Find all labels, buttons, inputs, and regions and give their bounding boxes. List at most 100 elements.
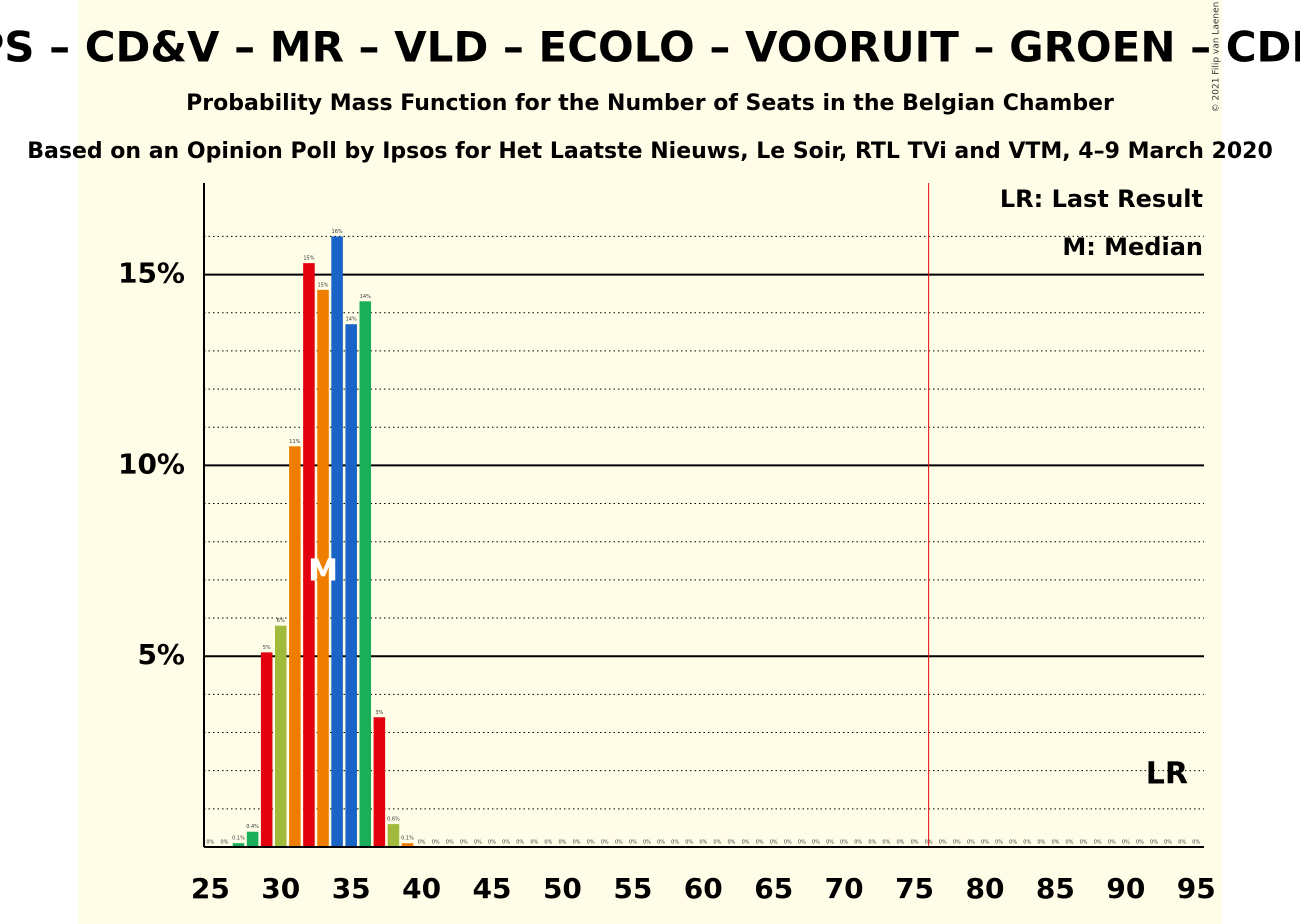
value-label: 0.1% — [232, 836, 245, 842]
chart-subtitle: Probability Mass Function for the Number… — [186, 91, 1114, 116]
value-label: 0% — [615, 840, 623, 846]
value-label: 0% — [1080, 840, 1088, 846]
legend-entry: M: Median — [1062, 233, 1203, 261]
value-label: 0% — [587, 840, 595, 846]
bar — [401, 843, 414, 847]
value-label: 0% — [220, 840, 228, 846]
value-label: 0% — [432, 840, 440, 846]
value-label: 0% — [502, 840, 510, 846]
value-label: 0% — [601, 840, 609, 846]
value-label: 0.6% — [387, 817, 400, 823]
last-result-label: LR — [1146, 757, 1188, 792]
value-label: 0% — [812, 840, 820, 846]
value-label: 0% — [1051, 840, 1059, 846]
value-label: 0% — [206, 840, 214, 846]
value-label: 11% — [289, 439, 300, 445]
value-label: 0% — [1136, 840, 1144, 846]
bar — [232, 843, 245, 847]
bar — [359, 301, 372, 848]
bar — [274, 625, 287, 847]
bar — [373, 717, 386, 847]
value-label: 0% — [727, 840, 735, 846]
value-label: 0% — [1037, 840, 1045, 846]
value-label: 0% — [1066, 840, 1074, 846]
x-tick-label: 35 — [332, 872, 371, 905]
value-label: 0% — [784, 840, 792, 846]
value-label: 0% — [882, 840, 890, 846]
value-label: 0% — [1108, 840, 1116, 846]
copyright: © 2021 Filip van Laenen — [1212, 2, 1222, 113]
value-label: 0% — [742, 840, 750, 846]
value-label: 0% — [911, 840, 919, 846]
x-tick-label: 25 — [191, 872, 230, 905]
x-tick-label: 60 — [684, 872, 723, 905]
value-label: 0% — [1122, 840, 1130, 846]
value-label: 0% — [1094, 840, 1102, 846]
value-label: 0% — [629, 840, 637, 846]
x-tick-label: 85 — [1036, 872, 1075, 905]
x-tick-label: 40 — [402, 872, 441, 905]
value-label: 0% — [418, 840, 426, 846]
value-label: 0% — [474, 840, 482, 846]
value-label: 0% — [699, 840, 707, 846]
value-label: 0% — [953, 840, 961, 846]
value-label: 0% — [488, 840, 496, 846]
x-tick-label: 45 — [473, 872, 512, 905]
value-label: 0.4% — [246, 824, 259, 830]
bar — [387, 824, 400, 847]
value-label: 0% — [558, 840, 566, 846]
x-tick-label: 30 — [261, 872, 300, 905]
x-tick-label: 70 — [825, 872, 864, 905]
value-label: 0% — [967, 840, 975, 846]
value-label: 0% — [939, 840, 947, 846]
value-label: 0% — [1164, 840, 1172, 846]
value-label: 0% — [573, 840, 581, 846]
legend-entry: LR: Last Result — [1000, 185, 1203, 213]
value-label: 0% — [530, 840, 538, 846]
x-tick-label: 65 — [754, 872, 793, 905]
bar — [317, 289, 329, 847]
value-label: 0% — [1178, 840, 1186, 846]
x-tick-label: 80 — [966, 872, 1005, 905]
x-tick-label: 75 — [895, 872, 934, 905]
bar — [289, 446, 301, 847]
chart-source: Based on an Opinion Poll by Ipsos for He… — [27, 139, 1273, 164]
value-label: 0% — [981, 840, 989, 846]
value-label: 0% — [643, 840, 651, 846]
x-tick-label: 90 — [1106, 872, 1145, 905]
value-label: 0% — [713, 840, 721, 846]
value-label: 0.1% — [401, 836, 414, 842]
y-tick-label: 10% — [118, 447, 185, 480]
value-label: 15% — [303, 256, 314, 262]
x-tick-label: 55 — [613, 872, 652, 905]
value-label: 16% — [332, 229, 343, 235]
value-label: 0% — [756, 840, 764, 846]
value-label: 0% — [446, 840, 454, 846]
bar — [303, 263, 315, 847]
value-label: 0% — [868, 840, 876, 846]
value-label: 0% — [1023, 840, 1031, 846]
value-label: 0% — [1009, 840, 1017, 846]
value-label: 0% — [770, 840, 778, 846]
bar — [345, 324, 357, 847]
value-label: 0% — [516, 840, 524, 846]
value-label: 0% — [657, 840, 665, 846]
bar — [260, 652, 273, 847]
y-tick-label: 5% — [137, 638, 185, 671]
median-marker: M — [308, 554, 338, 589]
value-label: 14% — [360, 294, 371, 300]
value-label: 15% — [317, 282, 328, 288]
value-label: 0% — [798, 840, 806, 846]
bar — [331, 236, 343, 847]
value-label: 3% — [375, 710, 383, 716]
value-label: 6% — [277, 618, 285, 624]
value-label: 0% — [1192, 840, 1200, 846]
value-label: 0% — [544, 840, 552, 846]
x-tick-label: 50 — [543, 872, 582, 905]
value-label: 0% — [854, 840, 862, 846]
value-label: 0% — [685, 840, 693, 846]
value-label: 0% — [671, 840, 679, 846]
bar — [246, 831, 259, 847]
value-label: 0% — [840, 840, 848, 846]
